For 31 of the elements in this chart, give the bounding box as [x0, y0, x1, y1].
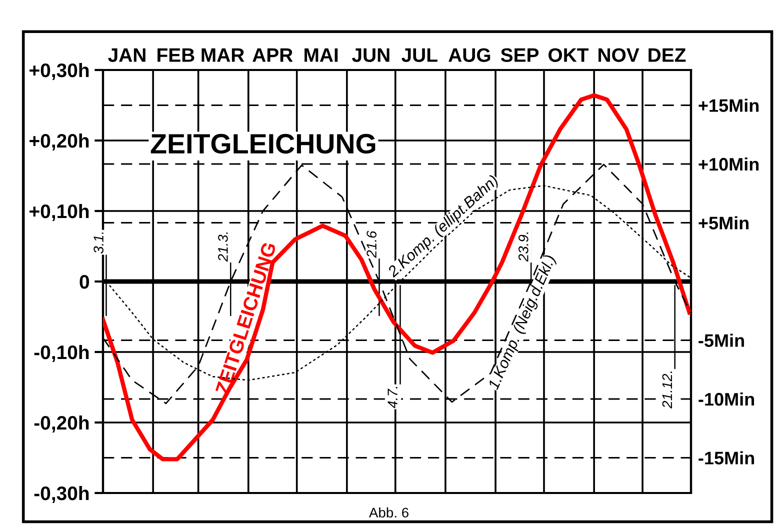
x-tick-label: JUN — [352, 48, 390, 62]
x-tick-label: OKT — [548, 48, 589, 62]
y2-tick-label: -5Min — [698, 334, 744, 347]
y2-tick-label: +15Min — [698, 98, 759, 112]
caption: Abb. 6 — [368, 507, 408, 518]
x-tick-label: DEZ — [648, 48, 686, 62]
y2-tick-label: +10Min — [698, 157, 759, 171]
y2-tick-label: +5Min — [698, 216, 748, 230]
y-tick-label: +0,30h — [30, 62, 89, 80]
y2-tick-label: -15Min — [698, 451, 754, 464]
ref-line-label: 3.1. — [94, 232, 104, 254]
x-tick-label: JAN — [108, 48, 146, 62]
x-tick-label: JUL — [402, 48, 438, 62]
ref-line-label: 21.12. — [662, 371, 672, 408]
x-tick-label: APR — [252, 48, 293, 62]
y-tick-label: -0,20h — [34, 415, 89, 433]
x-tick-label: MAR — [202, 48, 244, 62]
y-tick-label: 0 — [80, 274, 90, 289]
ref-line-label: 4.7. — [388, 386, 398, 408]
x-tick-label: NOV — [598, 48, 640, 62]
x-tick-label: MAI — [304, 48, 338, 62]
y-tick-label: -0,30h — [34, 486, 89, 504]
x-tick-label: AUG — [448, 48, 490, 62]
ref-line-label: 21.6 — [366, 230, 376, 258]
y-tick-label: +0,20h — [30, 133, 89, 151]
y-tick-label: +0,10h — [30, 204, 89, 222]
x-tick-label: FEB — [158, 48, 194, 62]
y-tick-label: -0,10h — [34, 344, 89, 362]
y2-tick-label: -10Min — [698, 392, 754, 406]
text: ZEITGLEICHUNG — [150, 134, 376, 154]
x-tick-label: SEP — [500, 48, 539, 62]
